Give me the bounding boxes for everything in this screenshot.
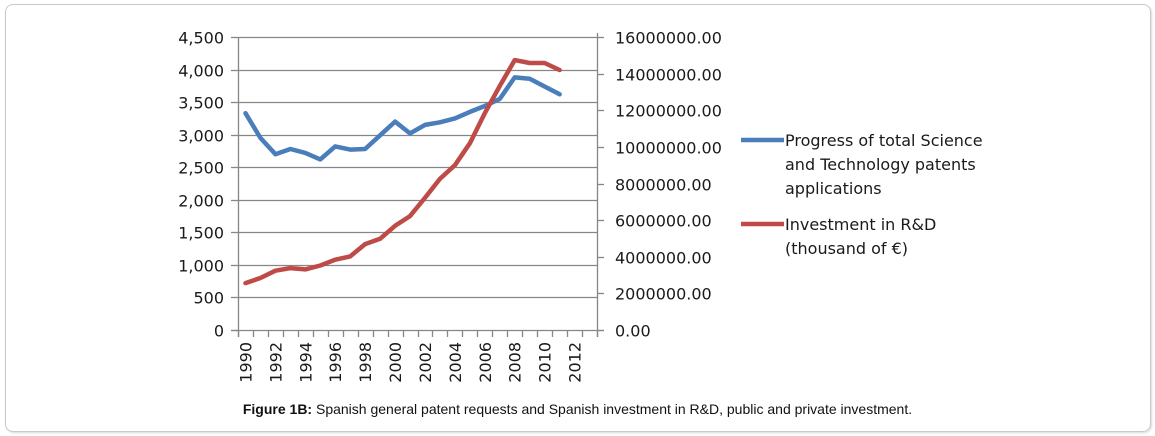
left-axis-tick-label: 2,000 [178, 192, 224, 211]
right-axis-tick-label: 12000000.00 [615, 102, 722, 121]
x-axis-tick-label: 1994 [296, 342, 315, 383]
legend-label: and Technology patents [785, 155, 976, 174]
x-axis-tick-label: 1996 [326, 342, 345, 383]
caption-text: Spanish general patent requests and Span… [312, 401, 913, 417]
left-axis-tick-label: 500 [193, 289, 224, 308]
x-axis-tick-label: 2006 [476, 342, 495, 383]
right-axis-tick-label: 8000000.00 [615, 176, 712, 195]
figure-caption: Figure 1B: Spanish general patent reques… [0, 401, 1155, 417]
x-axis-tick-label: 2010 [536, 342, 555, 383]
caption-label: Figure 1B: [242, 401, 313, 417]
figure-frame [5, 4, 1151, 432]
legend-label: Progress of total Science [785, 131, 983, 150]
right-axis-tick-label: 0.00 [615, 322, 651, 341]
right-axis-tick-labels: 0.00 2000000.00 4000000.00 6000000.00 800000… [615, 29, 722, 341]
left-axis-tick-label: 2,500 [178, 159, 224, 178]
left-axis-tick-label: 4,500 [178, 29, 224, 48]
legend-label: applications [785, 179, 882, 198]
right-axis-tick-label: 14000000.00 [615, 66, 722, 85]
x-axis-tick-labels: 1990 1992 1994 1996 1998 2000 2002 2004 2006 2008… [236, 342, 584, 383]
x-axis-tick-label: 2012 [566, 342, 585, 383]
legend: Progress of total Science and Technology … [741, 131, 983, 258]
left-axis-tick-label: 4,000 [178, 62, 224, 81]
gridlines [238, 36, 597, 299]
right-axis-tick-label: 10000000.00 [615, 139, 722, 158]
series-lines [243, 57, 562, 286]
left-axis-tick-label: 3,500 [178, 94, 224, 113]
right-axis-tick-label: 6000000.00 [615, 212, 712, 231]
x-axis-tick-label: 2008 [506, 342, 525, 383]
left-axis-tick-label: 1,000 [178, 257, 224, 276]
left-axis-tick-label: 0 [214, 322, 224, 341]
x-axis-tick-label: 2000 [386, 342, 405, 383]
x-axis-tick-label: 1998 [356, 342, 375, 383]
series-line-patents [243, 75, 562, 162]
right-axis-tick-label: 4000000.00 [615, 249, 712, 268]
axes [231, 33, 604, 337]
series-line-investment [243, 57, 562, 286]
left-axis-tick-labels: 0 500 1,000 1,500 2,000 2,500 3,000 3,500 4,000 4… [178, 29, 224, 341]
left-axis-tick-label: 3,000 [178, 127, 224, 146]
x-axis-tick-label: 1990 [236, 342, 255, 383]
x-axis-tick-label: 2004 [446, 342, 465, 383]
x-axis-tick-label: 1992 [266, 342, 285, 383]
left-axis-tick-label: 1,500 [178, 224, 224, 243]
right-axis-tick-label: 2000000.00 [615, 285, 712, 304]
right-axis-tick-label: 16000000.00 [615, 29, 722, 48]
legend-label: (thousand of €) [785, 239, 908, 258]
x-axis-tick-label: 2002 [416, 342, 435, 383]
legend-label: Investment in R&D [785, 215, 936, 234]
